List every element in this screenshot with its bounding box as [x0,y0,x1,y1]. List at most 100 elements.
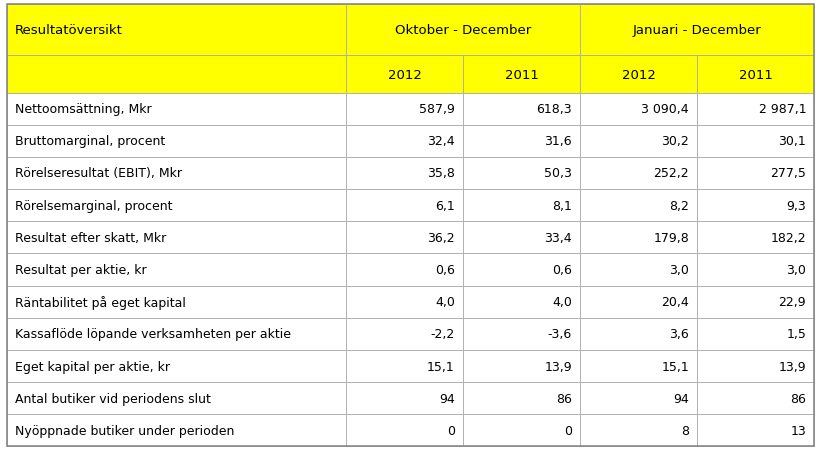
Bar [697,125,814,157]
Text: Bruttomarginal, procent: Bruttomarginal, procent [15,135,165,148]
Bar [463,93,580,125]
Bar [463,222,580,254]
Bar [463,190,580,222]
Text: 277,5: 277,5 [770,167,806,180]
Text: 36,2: 36,2 [427,231,455,244]
Text: Räntabilitet på eget kapital: Räntabilitet på eget kapital [15,295,186,309]
Text: 15,1: 15,1 [662,360,689,373]
Text: -2,2: -2,2 [430,327,455,341]
Text: 33,4: 33,4 [544,231,572,244]
Bar [346,93,463,125]
Text: Kassaflöde löpande verksamheten per aktie: Kassaflöde löpande verksamheten per akti… [15,327,291,341]
Text: 20,4: 20,4 [662,295,689,308]
Bar [697,414,814,446]
Text: 1,5: 1,5 [787,327,806,341]
Text: Resultat per aktie, kr: Resultat per aktie, kr [15,263,146,276]
Bar [463,157,580,190]
Bar [697,157,814,190]
Text: 0: 0 [564,424,572,437]
Text: 8: 8 [681,424,689,437]
Bar [580,190,697,222]
Text: -3,6: -3,6 [548,327,572,341]
Bar [7,286,346,318]
Text: 4,0: 4,0 [435,295,455,308]
Text: 35,8: 35,8 [427,167,455,180]
Text: 3 090,4: 3 090,4 [641,103,689,116]
Text: Nettoomsättning, Mkr: Nettoomsättning, Mkr [15,103,151,116]
Bar [697,382,814,414]
Text: 2011: 2011 [739,69,773,81]
Bar [580,56,697,93]
Bar [580,157,697,190]
Bar [580,350,697,382]
Bar [346,382,463,414]
Text: 8,2: 8,2 [669,199,689,212]
Text: 15,1: 15,1 [427,360,455,373]
Bar [697,318,814,350]
Bar [580,5,814,56]
Text: 86: 86 [556,392,572,405]
Text: 0,6: 0,6 [552,263,572,276]
Text: 13: 13 [791,424,806,437]
Bar [697,56,814,93]
Bar [7,222,346,254]
Text: 8,1: 8,1 [552,199,572,212]
Bar [697,350,814,382]
Text: Januari - December: Januari - December [633,24,762,37]
Bar [346,254,463,286]
Text: 50,3: 50,3 [544,167,572,180]
Bar [7,414,346,446]
Text: Antal butiker vid periodens slut: Antal butiker vid periodens slut [15,392,211,405]
Text: 3,6: 3,6 [669,327,689,341]
Text: 13,9: 13,9 [544,360,572,373]
Bar [580,254,697,286]
Text: 31,6: 31,6 [544,135,572,148]
Bar [7,318,346,350]
Text: 0: 0 [447,424,455,437]
Bar [346,414,463,446]
Bar [463,318,580,350]
Text: 4,0: 4,0 [552,295,572,308]
Bar [463,382,580,414]
Text: 3,0: 3,0 [669,263,689,276]
Bar [580,125,697,157]
Text: Rörelsemarginal, procent: Rörelsemarginal, procent [15,199,172,212]
Bar [463,350,580,382]
Text: 30,1: 30,1 [778,135,806,148]
Text: 94: 94 [439,392,455,405]
Text: 9,3: 9,3 [787,199,806,212]
Bar [346,190,463,222]
Text: Nyöppnade butiker under perioden: Nyöppnade butiker under perioden [15,424,234,437]
Bar [463,286,580,318]
Text: 30,2: 30,2 [662,135,689,148]
Bar [346,350,463,382]
Bar [346,222,463,254]
Text: 22,9: 22,9 [778,295,806,308]
Bar [7,190,346,222]
Bar [7,157,346,190]
Text: 182,2: 182,2 [771,231,806,244]
Text: 587,9: 587,9 [419,103,455,116]
Text: Resultat efter skatt, Mkr: Resultat efter skatt, Mkr [15,231,166,244]
Bar [580,93,697,125]
Text: 252,2: 252,2 [654,167,689,180]
Text: 3,0: 3,0 [787,263,806,276]
Bar [463,125,580,157]
Text: Eget kapital per aktie, kr: Eget kapital per aktie, kr [15,360,170,373]
Bar [7,254,346,286]
Bar [580,318,697,350]
Bar [346,125,463,157]
Bar [7,382,346,414]
Text: 2 987,1: 2 987,1 [759,103,806,116]
Text: 179,8: 179,8 [654,231,689,244]
Bar [580,286,697,318]
Bar [346,318,463,350]
Bar [697,93,814,125]
Text: 0,6: 0,6 [435,263,455,276]
Bar [697,286,814,318]
Text: Oktober - December: Oktober - December [395,24,531,37]
Bar [7,125,346,157]
Bar [463,254,580,286]
Bar [697,190,814,222]
Bar [580,414,697,446]
